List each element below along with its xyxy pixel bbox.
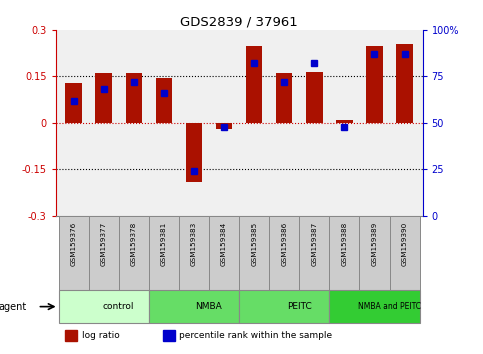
Bar xyxy=(58,216,89,290)
Bar xyxy=(389,216,420,290)
Bar xyxy=(396,44,413,123)
Bar xyxy=(239,216,269,290)
Bar xyxy=(216,123,232,129)
Bar xyxy=(209,216,239,290)
Bar xyxy=(306,72,323,123)
Bar xyxy=(276,73,293,123)
Text: NMBA and PEITC: NMBA and PEITC xyxy=(358,302,421,311)
Bar xyxy=(149,290,239,324)
Text: GSM159387: GSM159387 xyxy=(312,222,317,266)
Title: GDS2839 / 37961: GDS2839 / 37961 xyxy=(180,16,298,29)
Text: GSM159388: GSM159388 xyxy=(341,222,347,266)
Bar xyxy=(366,46,383,123)
Bar xyxy=(126,73,142,123)
Text: GSM159389: GSM159389 xyxy=(371,222,378,266)
Bar xyxy=(246,46,262,123)
Text: percentile rank within the sample: percentile rank within the sample xyxy=(180,331,333,339)
Bar xyxy=(89,216,119,290)
Bar xyxy=(179,216,209,290)
Text: GSM159390: GSM159390 xyxy=(401,222,408,266)
Bar xyxy=(163,330,175,341)
Text: GSM159381: GSM159381 xyxy=(161,222,167,266)
Text: agent: agent xyxy=(0,302,27,312)
Text: GSM159385: GSM159385 xyxy=(251,222,257,266)
Text: GSM159386: GSM159386 xyxy=(281,222,287,266)
Text: GSM159383: GSM159383 xyxy=(191,222,197,266)
Bar xyxy=(96,73,112,123)
Bar xyxy=(156,78,172,123)
Text: GSM159384: GSM159384 xyxy=(221,222,227,266)
Bar xyxy=(65,330,77,341)
Text: PEITC: PEITC xyxy=(287,302,312,311)
Bar xyxy=(329,216,359,290)
Bar xyxy=(269,216,299,290)
Bar xyxy=(359,216,389,290)
Bar xyxy=(65,82,82,123)
Bar xyxy=(149,216,179,290)
Text: NMBA: NMBA xyxy=(196,302,222,311)
Bar xyxy=(239,290,329,324)
Text: GSM159376: GSM159376 xyxy=(71,222,77,266)
Bar xyxy=(329,290,420,324)
Text: GSM159377: GSM159377 xyxy=(100,222,107,266)
Text: control: control xyxy=(103,302,134,311)
Text: GSM159378: GSM159378 xyxy=(131,222,137,266)
Text: log ratio: log ratio xyxy=(82,331,119,339)
Bar xyxy=(185,123,202,182)
Bar xyxy=(299,216,329,290)
Bar xyxy=(119,216,149,290)
Bar xyxy=(58,290,149,324)
Bar xyxy=(336,120,353,123)
